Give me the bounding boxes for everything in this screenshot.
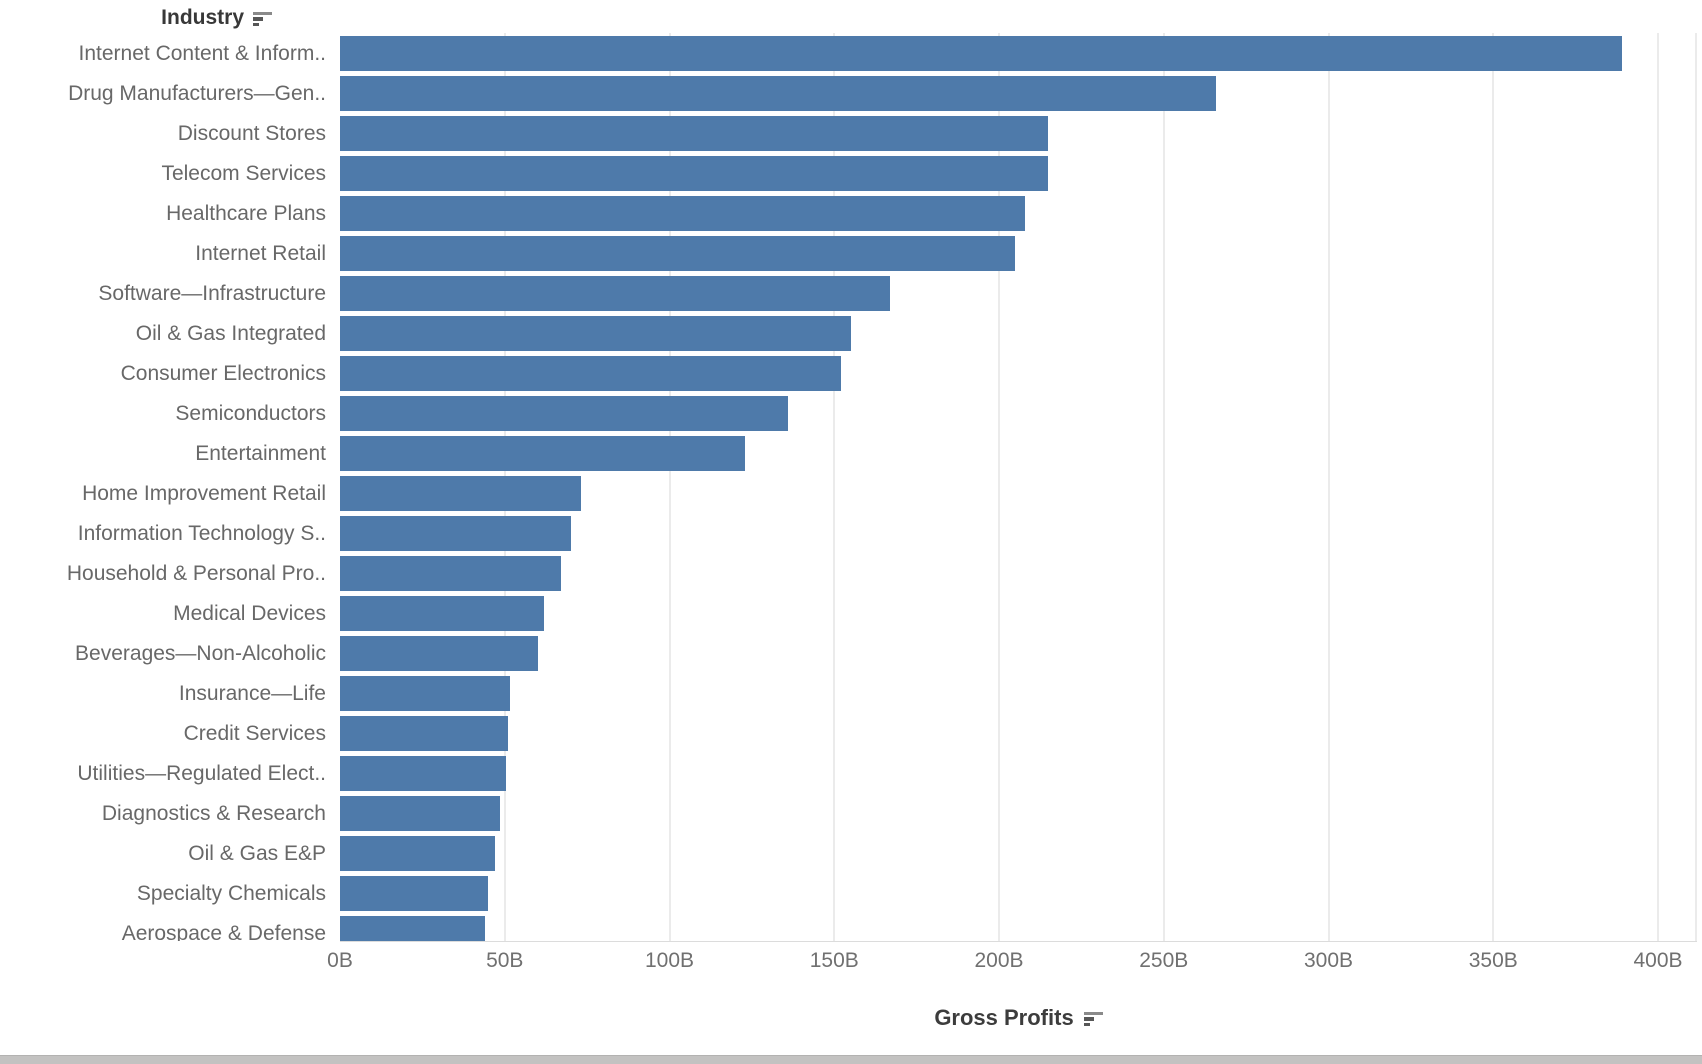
x-axis-title-label: Gross Profits: [934, 1005, 1074, 1030]
sort-bar-long: [1083, 1011, 1103, 1016]
bar-10[interactable]: [340, 396, 789, 431]
sort-bar-medium: [253, 17, 263, 21]
sort-descending-icon[interactable]: [253, 11, 272, 27]
category-label-10[interactable]: Semiconductors: [175, 401, 326, 425]
bar-16[interactable]: [340, 636, 538, 671]
bar-11[interactable]: [340, 436, 746, 471]
category-label-11[interactable]: Entertainment: [195, 441, 326, 465]
bar-14[interactable]: [340, 556, 561, 591]
category-label-20[interactable]: Diagnostics & Research: [101, 801, 326, 825]
plot-area: [340, 33, 1697, 941]
bar-5[interactable]: [340, 196, 1026, 231]
bar-6[interactable]: [340, 236, 1016, 271]
category-label-21[interactable]: Oil & Gas E&P: [188, 841, 326, 865]
x-tick-label-200B: 200B: [974, 949, 1024, 972]
bar-8[interactable]: [340, 316, 851, 351]
category-label-19[interactable]: Utilities—Regulated Elect..: [77, 761, 326, 785]
bar-9[interactable]: [340, 356, 841, 391]
category-label-12[interactable]: Home Improvement Retail: [82, 481, 326, 505]
category-label-15[interactable]: Medical Devices: [173, 601, 326, 625]
bar-17[interactable]: [340, 676, 510, 711]
category-label-3[interactable]: Discount Stores: [177, 121, 326, 145]
gridline-150B: [833, 33, 836, 941]
column-header-industry: Industry: [0, 3, 330, 33]
bar-2[interactable]: [340, 76, 1217, 111]
x-axis-title: Gross Profits: [340, 1002, 1697, 1034]
x-tick-label-350B: 350B: [1468, 949, 1518, 972]
category-label-16[interactable]: Beverages—Non-Alcoholic: [75, 641, 326, 665]
x-axis-line: [340, 941, 1697, 942]
x-tick-label-50B: 50B: [486, 949, 524, 972]
x-tick-label-250B: 250B: [1139, 949, 1189, 972]
bar-19[interactable]: [340, 756, 507, 791]
bar-7[interactable]: [340, 276, 891, 311]
x-tick-label-0B: 0B: [327, 949, 353, 972]
x-tick-label-100B: 100B: [644, 949, 695, 972]
category-label-13[interactable]: Information Technology S..: [77, 521, 326, 545]
category-label-column: Internet Content & Inform.. Drug Manufact…: [0, 33, 334, 942]
gridline-350B: [1492, 33, 1495, 941]
gridline-200B: [998, 33, 1000, 941]
category-label-1[interactable]: Internet Content & Inform..: [78, 41, 326, 65]
window-bottom-strip: [0, 1055, 1702, 1064]
category-label-9[interactable]: Consumer Electronics: [120, 361, 326, 385]
bar-3[interactable]: [340, 116, 1049, 151]
sort-bar-short: [253, 22, 259, 27]
gridline-300B: [1327, 33, 1330, 941]
category-label-6[interactable]: Internet Retail: [195, 241, 326, 265]
bar-1[interactable]: [340, 36, 1622, 71]
gridline-100B: [668, 33, 671, 941]
category-label-22[interactable]: Specialty Chemicals: [136, 881, 326, 905]
category-label-4[interactable]: Telecom Services: [161, 161, 326, 185]
sort-bar-short: [1083, 1022, 1090, 1027]
category-label-17[interactable]: Insurance—Life: [178, 681, 326, 705]
x-tick-label-400B: 400B: [1633, 949, 1683, 972]
sort-bar-medium: [1083, 1017, 1094, 1021]
plot-right-border: [1695, 33, 1697, 941]
category-label-7[interactable]: Software—Infrastructure: [98, 281, 326, 305]
x-tick-label-300B: 300B: [1303, 949, 1354, 972]
bar-13[interactable]: [340, 516, 571, 551]
category-label-18[interactable]: Credit Services: [183, 721, 326, 745]
category-label-2[interactable]: Drug Manufacturers—Gen..: [68, 81, 326, 105]
bar-4[interactable]: [340, 156, 1049, 191]
bar-12[interactable]: [340, 476, 581, 511]
x-axis-tick-labels: 0B 50B 100B 150B 200B 250B 300B 350B 400B: [327, 949, 1697, 979]
category-label-14[interactable]: Household & Personal Pro..: [66, 561, 326, 585]
bar-22[interactable]: [340, 876, 489, 911]
gridline-400B: [1657, 33, 1659, 941]
category-label-5[interactable]: Healthcare Plans: [166, 201, 326, 225]
sort-bar-long: [253, 11, 272, 16]
bar-15[interactable]: [340, 596, 545, 631]
axis-sort-descending-icon[interactable]: [1083, 1011, 1103, 1027]
x-tick-label-150B: 150B: [809, 949, 859, 972]
category-label-23[interactable]: Aerospace & Defense: [121, 921, 326, 942]
industry-header-label: Industry: [161, 6, 244, 29]
gridline-250B: [1162, 33, 1165, 941]
bar-23[interactable]: [340, 916, 485, 941]
bar-21[interactable]: [340, 836, 495, 871]
category-label-8[interactable]: Oil & Gas Integrated: [135, 321, 326, 345]
bar-20[interactable]: [340, 796, 500, 831]
bar-18[interactable]: [340, 716, 509, 751]
